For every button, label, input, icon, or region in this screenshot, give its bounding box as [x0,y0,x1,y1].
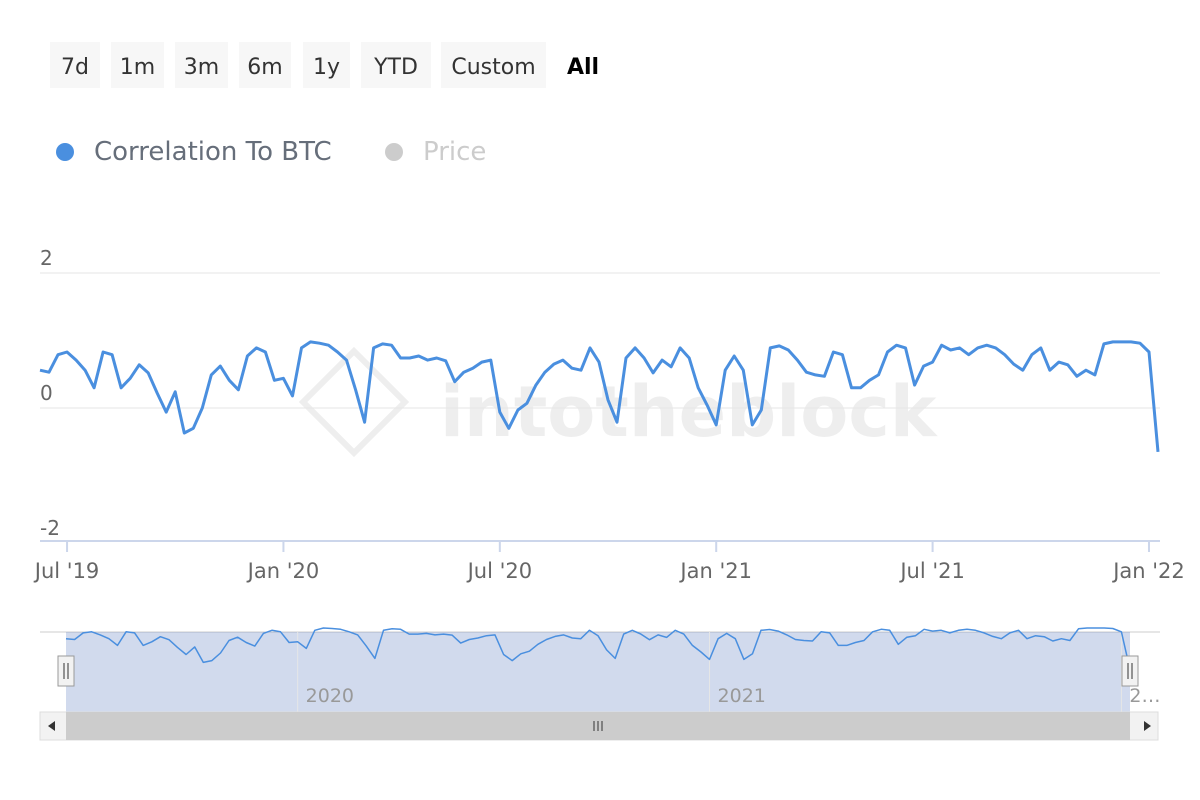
range-button[interactable] [361,42,431,88]
scroll-left-arrow[interactable] [48,721,55,731]
range-button-label[interactable]: 6m [247,55,282,80]
y-tick-label: 0 [40,381,53,405]
range-button-label[interactable]: 1m [120,55,155,80]
range-button[interactable] [175,42,228,88]
range-button-label[interactable]: 3m [184,55,219,80]
range-button[interactable] [50,42,100,88]
x-tick-label: Jan '22 [1111,559,1185,583]
x-tick-label: Jul '19 [33,559,100,583]
range-button-label[interactable]: Custom [451,55,535,80]
navigator-handle[interactable] [1121,655,1139,687]
y-tick-label: -2 [40,516,60,540]
legend-label[interactable]: Correlation To BTC [94,137,332,167]
legend-marker[interactable] [385,143,403,161]
legend-marker[interactable] [56,143,74,161]
range-button[interactable] [111,42,164,88]
navigator-mask [66,632,1130,712]
navigator-label: 2020 [306,685,354,707]
range-button-label[interactable]: All [567,55,599,80]
watermark: intotheblock [440,371,938,453]
y-tick-label: 2 [40,246,53,270]
navigator-line [65,627,1131,670]
navigator-handle[interactable] [57,655,75,687]
series-line [39,340,1160,453]
range-button[interactable] [441,42,546,88]
range-button[interactable] [239,42,291,88]
watermark-logo [298,346,410,458]
x-tick-label: Jan '21 [678,559,752,583]
x-tick-label: Jan '20 [246,559,320,583]
legend-label[interactable]: Price [423,137,486,167]
x-tick-label: Jul '21 [898,559,965,583]
range-button-label[interactable]: 7d [61,55,89,80]
range-button-label[interactable]: YTD [373,55,418,80]
navigator-label: 2021 [718,685,766,707]
range-button-label[interactable]: 1y [313,55,340,80]
range-button[interactable] [303,42,350,88]
scroll-right-arrow[interactable] [1144,721,1151,731]
navigator-label: 2… [1129,685,1160,707]
x-tick-label: Jul '20 [466,559,533,583]
